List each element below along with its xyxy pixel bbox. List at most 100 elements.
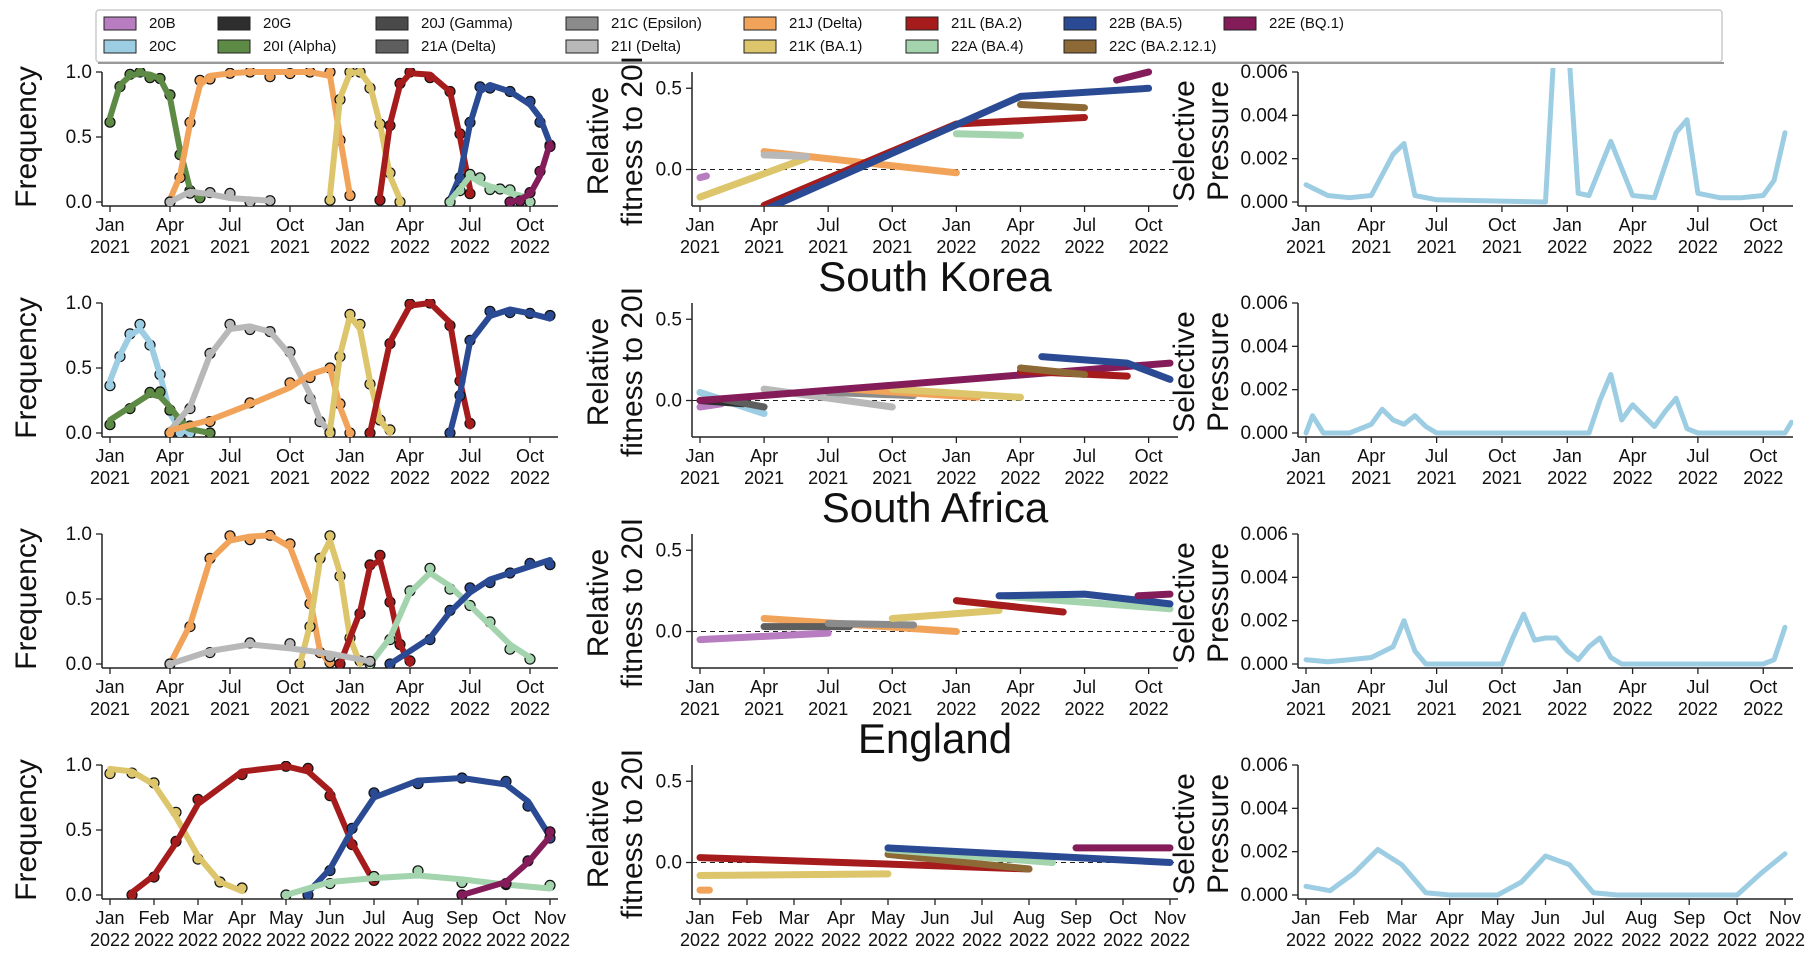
x-tick-label: 2022: [442, 930, 482, 950]
legend-swatch: [905, 39, 939, 54]
x-tick-label: 2022: [1009, 930, 1049, 950]
series-line-20c: [1303, 847, 1788, 898]
x-tick-label: Apr: [1436, 908, 1464, 928]
x-tick-label: 2021: [680, 468, 720, 488]
series-line-22c-ba-2-12-1: [884, 850, 1033, 873]
panel-pressure-row-2: 0.0000.0020.0040.006Jan2021Apr2021Jul202…: [1168, 524, 1793, 719]
x-tick-label: 2022: [1613, 468, 1653, 488]
series-line-21k-ba-1: [696, 870, 892, 879]
x-tick-label: Oct: [1135, 215, 1163, 235]
series-line-21j-delta: [167, 69, 353, 203]
y-tick-label: 0.000: [1240, 885, 1288, 906]
y-axis-label: Selective: [1168, 773, 1201, 895]
y-tick-label: 0.5: [66, 589, 92, 610]
plot-area: [1303, 611, 1788, 667]
x-tick-label: Oct: [1135, 677, 1163, 697]
y-axis-label: Frequency: [10, 66, 43, 208]
y-tick-label: 0.000: [1240, 423, 1288, 444]
series-line-22c-ba-2-12-1: [1017, 101, 1088, 112]
y-tick-label: 1.0: [66, 524, 92, 545]
x-tick-label: 2022: [330, 468, 370, 488]
legend-swatch: [103, 16, 137, 31]
x-tick-label: Oct: [1488, 677, 1516, 697]
series-line-21c-epsilon: [824, 619, 918, 629]
x-tick-label: Jul: [458, 677, 481, 697]
series-line-21k-ba-1: [327, 69, 403, 203]
x-tick-label: Feb: [1338, 908, 1369, 928]
x-tick-label: May: [1481, 908, 1515, 928]
legend-label: 20B: [149, 15, 176, 32]
y-tick-label: 0.006: [1240, 62, 1288, 83]
legend-label: 20J (Gamma): [421, 15, 513, 32]
x-tick-label: Apr: [827, 908, 855, 928]
x-tick-label: 2022: [936, 699, 976, 719]
series-line-22c-ba-2-12-1: [1017, 364, 1088, 378]
legend-label: 21I (Delta): [611, 38, 681, 55]
panel-fitness-row-2: South Africa0.00.5Jan2021Apr2021Jul2021O…: [582, 484, 1178, 719]
x-tick-label: Jan: [335, 677, 364, 697]
series-line-20c: [1303, 372, 1793, 436]
y-axis-label: fitness to 20I: [616, 287, 649, 457]
x-tick-label: Apr: [750, 446, 778, 466]
x-tick-label: 2022: [1669, 930, 1709, 950]
x-tick-label: Apr: [396, 677, 424, 697]
y-tick-label: 0.006: [1240, 293, 1288, 314]
x-tick-label: Mar: [779, 908, 810, 928]
x-tick-label: 2022: [1573, 930, 1613, 950]
x-tick-label: 2022: [390, 699, 430, 719]
legend-label: 21K (BA.1): [789, 38, 862, 55]
x-tick-label: Apr: [1619, 677, 1647, 697]
x-tick-label: 2022: [936, 237, 976, 257]
y-axis-label: Relative: [582, 780, 615, 888]
x-tick-label: Apr: [156, 446, 184, 466]
series-line-22e-bq-1: [696, 359, 1174, 404]
x-tick-label: Oct: [492, 908, 520, 928]
x-tick-label: 2021: [270, 699, 310, 719]
y-axis-label: Relative: [582, 318, 615, 426]
plot-area: [104, 68, 556, 206]
y-tick-label: 0.5: [66, 358, 92, 379]
x-tick-label: 2022: [178, 930, 218, 950]
x-tick-label: 2022: [1547, 237, 1587, 257]
x-tick-label: 2022: [1000, 237, 1040, 257]
y-axis-label: fitness to 20I: [616, 749, 649, 919]
y-tick-label: 1.0: [66, 293, 92, 314]
plot-area: [1303, 372, 1793, 436]
x-tick-label: 2022: [486, 930, 526, 950]
legend-label: 21L (BA.2): [951, 15, 1022, 32]
plot-area: [696, 844, 1174, 894]
x-tick-label: Jul: [218, 446, 241, 466]
x-tick-label: Jan: [1291, 446, 1320, 466]
x-tick-label: 2022: [510, 468, 550, 488]
x-tick-label: 2021: [1417, 699, 1457, 719]
x-tick-label: Jul: [458, 446, 481, 466]
y-axis-label: Selective: [1168, 311, 1201, 433]
x-tick-label: Jan: [95, 677, 124, 697]
series-line-22a-ba-4: [447, 173, 533, 204]
x-tick-label: 2022: [1743, 699, 1783, 719]
x-tick-label: 2021: [150, 699, 190, 719]
x-tick-label: Jul: [1425, 446, 1448, 466]
series-line-21i-delta: [760, 151, 811, 160]
series-line-21j-delta: [167, 365, 353, 436]
y-tick-label: 0.0: [66, 423, 92, 444]
x-tick-label: 2021: [680, 699, 720, 719]
x-tick-label: 2022: [774, 930, 814, 950]
x-tick-label: Jul: [1073, 677, 1096, 697]
panel-frequency-row-3: 0.00.51.0Jan2022Feb2022Mar2022Apr2022May…: [10, 755, 570, 950]
plot-area: [1303, 847, 1788, 898]
x-tick-label: Apr: [750, 677, 778, 697]
x-tick-label: Oct: [878, 215, 906, 235]
y-axis-label: Pressure: [1202, 312, 1235, 432]
y-tick-label: 1.0: [66, 755, 92, 776]
x-tick-label: Jul: [1686, 677, 1709, 697]
x-tick-label: Oct: [878, 446, 906, 466]
x-tick-label: 2022: [962, 930, 1002, 950]
x-tick-label: 2022: [398, 930, 438, 950]
x-tick-label: Jan: [1553, 446, 1582, 466]
series-line-21k-ba-1: [327, 313, 393, 436]
x-tick-label: Jan: [685, 677, 714, 697]
x-tick-label: 2022: [1613, 237, 1653, 257]
series-line-22e-bq-1: [1113, 68, 1153, 84]
x-tick-label: Jul: [1425, 215, 1448, 235]
